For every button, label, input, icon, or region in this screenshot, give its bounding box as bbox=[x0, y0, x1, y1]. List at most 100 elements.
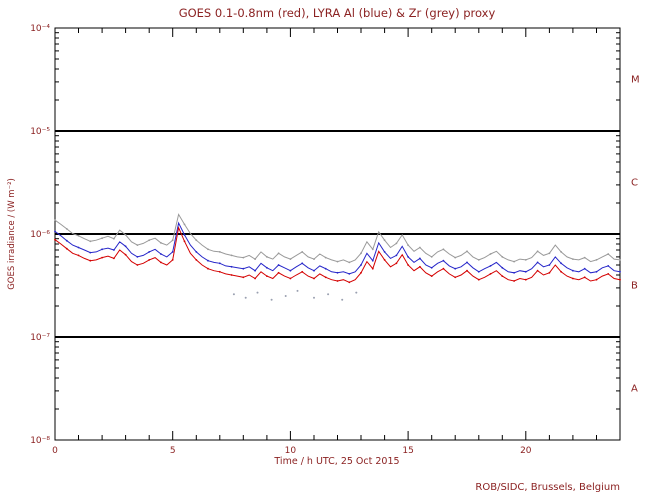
series-point-lyra-al bbox=[160, 253, 162, 255]
series-point-lyra-al bbox=[466, 261, 468, 264]
series-point-lyra-al bbox=[348, 273, 351, 275]
series-point-lyra-zr bbox=[218, 251, 221, 253]
series-point-lyra-zr bbox=[501, 256, 504, 258]
series-point-lyra-al bbox=[77, 246, 80, 249]
series-point-lyra-al bbox=[136, 256, 139, 258]
dropout-point bbox=[355, 291, 358, 294]
series-point-lyra-zr bbox=[583, 256, 586, 259]
series-point-lyra-al bbox=[524, 270, 527, 273]
series-point-lyra-al bbox=[54, 230, 56, 233]
y-tick-label: 10⁻⁷ bbox=[30, 333, 50, 343]
series-line-lyra-zr bbox=[54, 213, 621, 263]
x-axis-label: Time / h UTC, 25 Oct 2015 bbox=[273, 456, 399, 467]
series-point-goes bbox=[289, 277, 292, 280]
series-point-goes bbox=[513, 280, 515, 282]
series-point-lyra-al bbox=[171, 251, 174, 253]
series-point-lyra-al bbox=[113, 249, 115, 251]
series-point-lyra-zr bbox=[230, 254, 233, 257]
series-point-goes bbox=[595, 278, 598, 281]
series-point-lyra-zr bbox=[77, 234, 80, 237]
series-point-goes bbox=[218, 270, 221, 273]
series-point-goes bbox=[242, 276, 245, 279]
dropout-point bbox=[341, 298, 344, 301]
series-point-lyra-al bbox=[277, 264, 280, 266]
series-point-goes bbox=[395, 262, 398, 265]
series-point-lyra-zr bbox=[183, 223, 186, 226]
series-point-lyra-zr bbox=[101, 237, 103, 240]
y-tick-label: 10⁻⁵ bbox=[30, 127, 50, 137]
series-point-lyra-zr bbox=[148, 239, 151, 242]
series-point-lyra-al bbox=[360, 264, 362, 266]
y-tick-label: 10⁻⁶ bbox=[30, 230, 50, 240]
series-point-lyra-zr bbox=[524, 259, 527, 261]
series-point-lyra-al bbox=[513, 271, 515, 274]
flare-class-label: C bbox=[631, 178, 638, 189]
series-point-lyra-al bbox=[454, 267, 457, 270]
dropout-point bbox=[244, 296, 247, 299]
dropout-point bbox=[296, 289, 299, 292]
series-point-goes bbox=[419, 265, 421, 268]
series-point-lyra-zr bbox=[572, 258, 574, 260]
series-point-lyra-al bbox=[218, 262, 221, 265]
series-point-goes bbox=[536, 269, 539, 272]
series-point-lyra-zr bbox=[383, 239, 386, 242]
series-point-goes bbox=[583, 276, 586, 279]
series-point-lyra-al bbox=[560, 262, 562, 265]
series-point-lyra-zr bbox=[419, 246, 421, 249]
series-point-lyra-zr bbox=[442, 248, 445, 251]
series-point-lyra-zr bbox=[124, 234, 127, 236]
series-point-lyra-al bbox=[301, 262, 304, 265]
series-point-goes bbox=[619, 278, 621, 281]
series-point-lyra-zr bbox=[548, 252, 551, 255]
series-point-lyra-al bbox=[430, 266, 433, 269]
series-point-lyra-al bbox=[124, 245, 127, 248]
series-point-lyra-zr bbox=[360, 252, 362, 255]
dropout-point bbox=[313, 296, 315, 299]
series-point-lyra-al bbox=[442, 259, 445, 262]
series-point-goes bbox=[101, 256, 103, 259]
series-point-lyra-zr bbox=[113, 237, 115, 240]
series-point-lyra-al bbox=[583, 267, 586, 270]
series-point-goes bbox=[524, 278, 527, 281]
series-point-lyra-zr bbox=[407, 244, 409, 247]
series-point-goes bbox=[148, 259, 151, 261]
series-line-goes bbox=[54, 225, 621, 283]
series-point-lyra-zr bbox=[160, 242, 162, 244]
y-tick-label: 10⁻⁴ bbox=[30, 24, 50, 34]
series-point-goes bbox=[477, 278, 480, 281]
series-point-goes bbox=[407, 264, 409, 266]
dropout-point bbox=[256, 291, 259, 294]
dropout-point bbox=[327, 293, 330, 296]
series-point-lyra-al bbox=[324, 267, 327, 270]
flare-class-label: M bbox=[631, 75, 640, 86]
series-point-goes bbox=[454, 276, 457, 279]
series-point-lyra-zr bbox=[171, 239, 174, 242]
series-point-goes bbox=[501, 275, 504, 277]
series-point-lyra-al bbox=[489, 265, 492, 267]
series-point-goes bbox=[489, 273, 492, 275]
series-point-goes bbox=[371, 267, 374, 270]
series-point-lyra-al bbox=[477, 270, 480, 273]
series-point-lyra-zr bbox=[454, 256, 457, 259]
series-point-goes bbox=[336, 280, 339, 282]
series-point-goes bbox=[54, 238, 56, 241]
series-point-lyra-al bbox=[313, 269, 315, 272]
series-point-lyra-zr bbox=[254, 258, 256, 260]
series-point-goes bbox=[160, 261, 162, 264]
series-point-lyra-al bbox=[595, 270, 598, 273]
series-point-lyra-al bbox=[101, 248, 103, 251]
series-point-goes bbox=[183, 240, 186, 243]
series-point-lyra-al bbox=[407, 256, 409, 258]
series-point-lyra-al bbox=[183, 234, 186, 236]
series-point-goes bbox=[607, 273, 610, 275]
series-point-lyra-zr bbox=[348, 261, 351, 264]
series-point-goes bbox=[383, 259, 386, 261]
series-point-lyra-zr bbox=[395, 242, 398, 245]
series-point-lyra-zr bbox=[560, 251, 562, 253]
series-point-lyra-al bbox=[336, 271, 339, 274]
series-point-lyra-al bbox=[371, 259, 374, 262]
series-point-lyra-zr bbox=[54, 219, 56, 222]
series-point-goes bbox=[124, 253, 127, 256]
series-point-lyra-zr bbox=[536, 250, 539, 253]
